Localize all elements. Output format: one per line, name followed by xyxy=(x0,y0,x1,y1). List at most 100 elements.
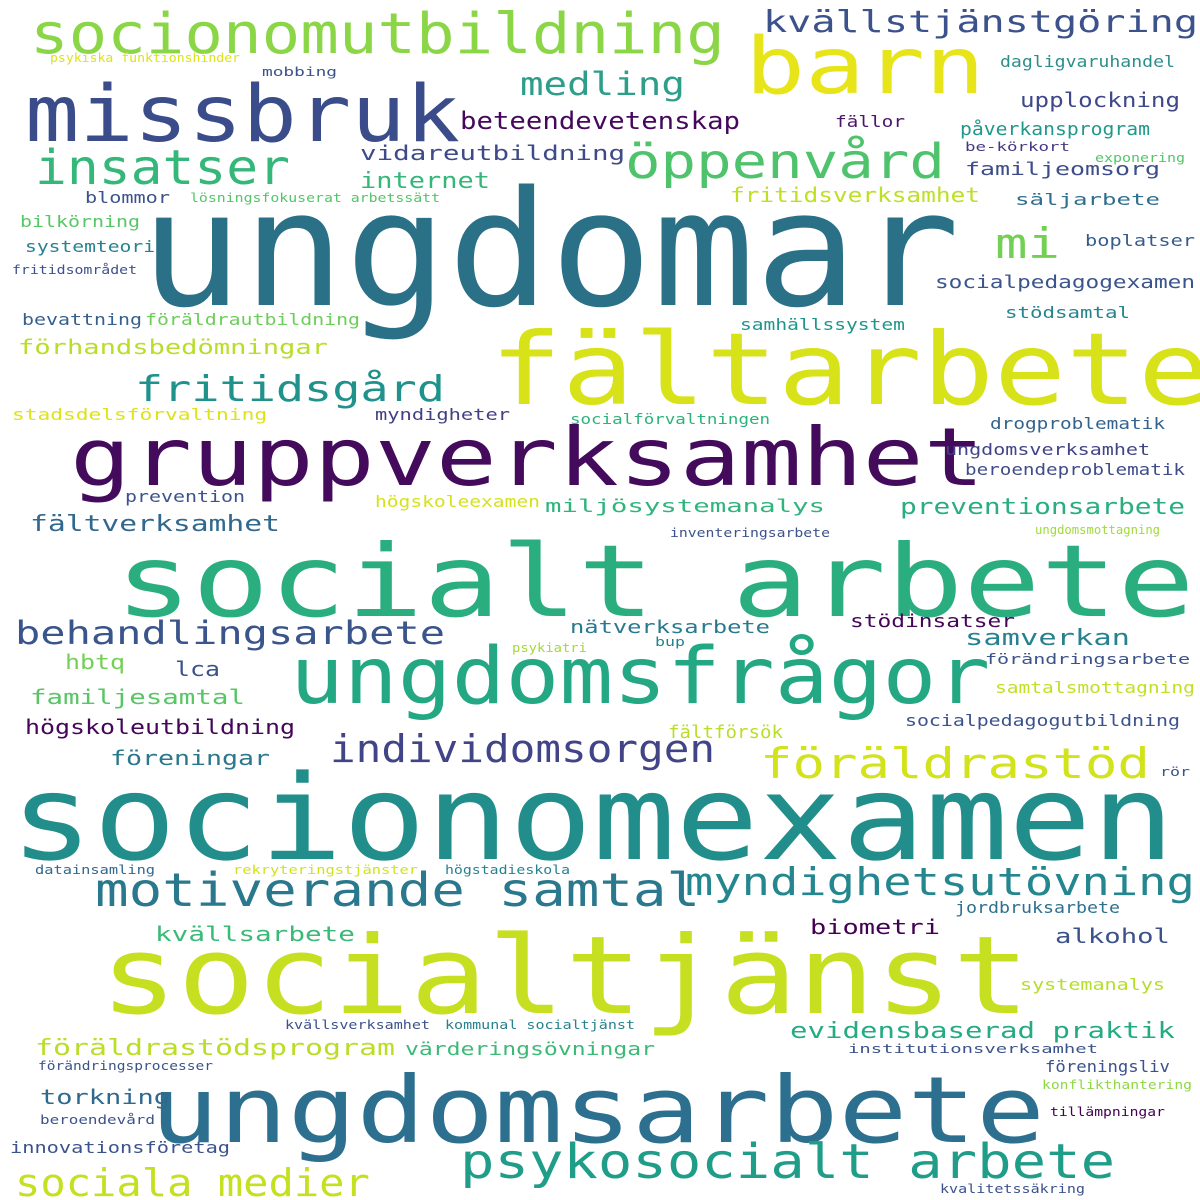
word-fritidsgard: fritidsgård xyxy=(135,369,445,410)
word-blommor: blommor xyxy=(85,188,170,207)
word-exponering: exponering xyxy=(1095,151,1186,165)
word-socialpedagogexamen: socialpedagogexamen xyxy=(935,272,1196,293)
word-individomsorgen: individomsorgen xyxy=(330,727,716,771)
word-kommunal-socialtjanst: kommunal socialtjänst xyxy=(445,1018,635,1032)
word-kvallsarbete: kvällsarbete xyxy=(155,922,355,946)
word-ungdomsverksamhet: ungdomsverksamhet xyxy=(945,440,1151,459)
word-familjeomsorg: familjeomsorg xyxy=(965,159,1160,180)
word-bevattning: bevattning xyxy=(22,310,143,329)
word-ror: rör xyxy=(1160,765,1190,779)
word-samtalsmottagning: samtalsmottagning xyxy=(995,678,1195,697)
word-beroendeproblematik: beroendeproblematik xyxy=(965,460,1186,479)
word-hogskoleexamen: högskoleexamen xyxy=(375,492,540,511)
word-myndighetsutovning: myndighetsutövning xyxy=(685,860,1195,904)
word-konflikthantering: konflikthantering xyxy=(1042,1078,1192,1092)
word-jordbruksarbete: jordbruksarbete xyxy=(955,898,1121,917)
word-hogskoleutbildning: högskoleutbildning xyxy=(25,715,296,739)
word-forandringsarbete: förändringsarbete xyxy=(985,652,1191,668)
word-ungdomsmottagning: ungdomsmottagning xyxy=(1035,523,1161,537)
word-internet: internet xyxy=(360,169,491,194)
word-datainsamling: datainsamling xyxy=(35,863,156,877)
word-forandringsprocesser: förändringsprocesser xyxy=(38,1059,213,1073)
word-samverkan: samverkan xyxy=(965,626,1130,651)
word-kvallsverksamhet: kvällsverksamhet xyxy=(285,1018,430,1032)
word-socionomutbildning: socionomutbildning xyxy=(30,2,725,67)
word-mobbing: mobbing xyxy=(262,65,338,79)
word-socialtjanst: socialtjänst xyxy=(100,914,1031,1039)
word-dagligvaruhandel: dagligvaruhandel xyxy=(1000,52,1175,71)
word-miljosystemanalys: miljösystemanalys xyxy=(545,496,826,517)
word-insatser: insatser xyxy=(35,140,290,196)
word-medling: medling xyxy=(520,65,685,103)
word-evidensbaserad-praktik: evidensbaserad praktik xyxy=(790,1019,1175,1044)
word-inventeringsarbete: inventeringsarbete xyxy=(670,526,830,540)
word-socialt-arbete: socialt arbete xyxy=(115,523,1195,640)
word-fritidsverksamhet: fritidsverksamhet xyxy=(730,183,980,207)
word-natverksarbete: nätverksarbete xyxy=(570,617,770,638)
word-socionomexamen: socionomexamen xyxy=(10,749,1175,887)
word-oppenvard: öppenvård xyxy=(625,134,945,190)
word-motiverande-samtal: motiverande samtal xyxy=(95,863,701,917)
word-tillampningar: tillämpningar xyxy=(1050,1105,1165,1119)
word-samhallssystem: samhällssystem xyxy=(740,315,905,334)
word-faltarbete: fältarbete xyxy=(490,311,1200,428)
word-alkohol: alkohol xyxy=(1055,924,1170,948)
word-socialforvaltningen: socialförvaltningen xyxy=(570,412,771,428)
word-institutionsverksamhet: institutionsverksamhet xyxy=(848,1042,1099,1056)
word-foreningsliv: föreningsliv xyxy=(1045,1057,1170,1076)
word-biometri: biometri xyxy=(810,915,941,939)
word-forhandsbedomningar: förhandsbedömningar xyxy=(18,335,328,359)
word-faltforsok: fältförsök xyxy=(668,722,783,743)
word-lca: lca xyxy=(175,657,221,681)
word-mi: mi xyxy=(995,219,1060,268)
word-stodinsatser: stödinsatser xyxy=(850,611,1016,632)
word-rekryteringstjanster: rekryteringstjänster xyxy=(233,863,418,877)
word-ungdomsfragor: ungdomsfrågor xyxy=(290,632,991,722)
word-drogproblematik: drogproblematik xyxy=(990,414,1165,433)
word-beroendevard: beroendevård xyxy=(40,1113,155,1127)
word-be-korkort: be-körkort xyxy=(965,140,1070,154)
word-behandlingsarbete: behandlingsarbete xyxy=(15,614,446,652)
word-psykiska-funktionshinder: psykiska funktionshinder xyxy=(50,51,241,65)
word-foreningar: föreningar xyxy=(110,746,271,770)
word-missbruk: missbruk xyxy=(25,70,461,160)
word-hogstadieskola: högstadieskola xyxy=(445,863,571,877)
word-fritidsomradet: fritidsområdet xyxy=(12,263,138,277)
word-foraldrautbildning: föräldrautbildning xyxy=(145,310,361,329)
word-boplatser: boplatser xyxy=(1085,231,1196,250)
word-foraldrastod: föräldrastöd xyxy=(760,739,1150,788)
word-bup: bup xyxy=(655,635,685,649)
word-psykiatri: psykiatri xyxy=(512,641,587,655)
word-ungdomsarbete: ungdomsarbete xyxy=(150,1057,1046,1164)
word-sociala-medier: sociala medier xyxy=(15,1161,370,1200)
word-varderingsovningar: värderingsövningar xyxy=(405,1039,656,1060)
word-preventionsarbete: preventionsarbete xyxy=(900,495,1186,520)
word-fallor: fällor xyxy=(835,112,905,131)
word-paverkansprogram: påverkansprogram xyxy=(960,119,1151,140)
word-myndigheter: myndigheter xyxy=(375,405,511,424)
word-barn: barn xyxy=(745,22,986,112)
word-systemanalys: systemanalys xyxy=(1020,975,1165,994)
word-saljarbete: säljarbete xyxy=(1015,190,1160,209)
word-losningsfokuserat-arbetssatt: lösningsfokuserat arbetssätt xyxy=(190,191,441,205)
word-psykosocialt-arbete: psykosocialt arbete xyxy=(460,1134,1116,1190)
word-stadsdelsforvaltning: stadsdelsförvaltning xyxy=(12,405,268,424)
word-ungdomar: ungdomar xyxy=(140,156,960,343)
word-upplockning: upplockning xyxy=(1020,88,1181,112)
word-socialpedagogutbildning: socialpedagogutbildning xyxy=(905,711,1180,730)
word-gruppverksamhet: gruppverksamhet xyxy=(70,411,985,504)
word-stodsamtal: stödsamtal xyxy=(1005,303,1131,322)
word-kvallstjanstgoring: kvällstjänstgöring xyxy=(763,5,1198,40)
word-vidareutbildning: vidareutbildning xyxy=(360,141,626,165)
word-bilkorning: bilkörning xyxy=(20,212,141,231)
word-faltverksamhet: fältverksamhet xyxy=(30,512,280,537)
word-prevention: prevention xyxy=(125,487,246,506)
word-foraldrastodsprogram: föräldrastödsprogram xyxy=(35,1036,396,1061)
word-systemteori: systemteori xyxy=(25,237,156,256)
word-hbtq: hbtq xyxy=(65,650,126,674)
word-innovationsforetag: innovationsföretag xyxy=(10,1138,231,1157)
word-torkning: torkning xyxy=(40,1085,171,1109)
word-familjesamtal: familjesamtal xyxy=(30,685,245,709)
word-kvalitetssakring: kvalitetssäkring xyxy=(940,1182,1085,1196)
